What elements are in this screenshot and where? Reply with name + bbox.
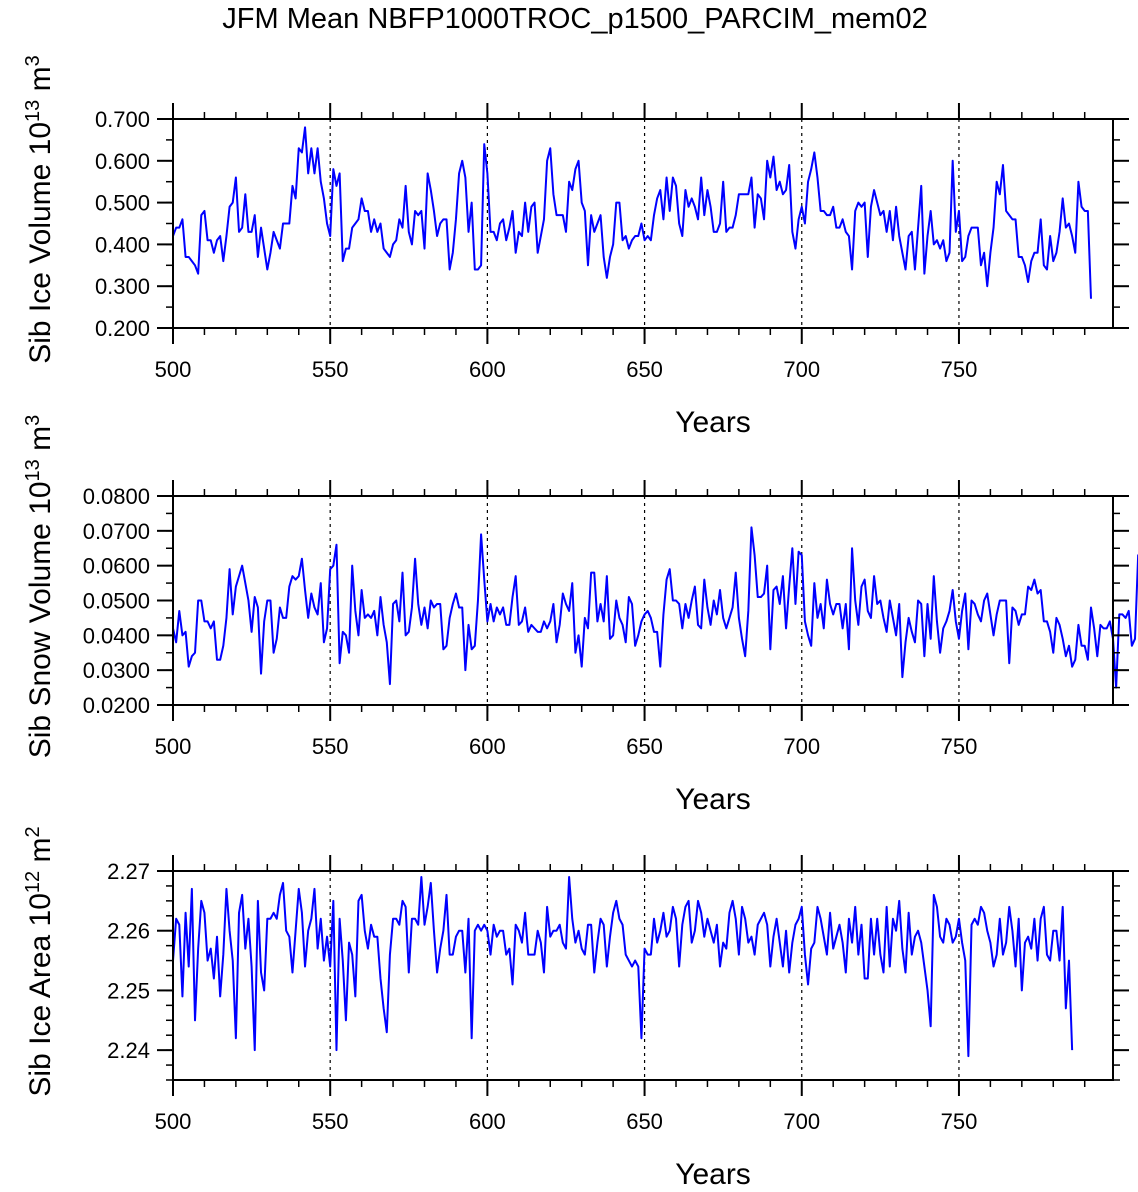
x-tick-label: 650 xyxy=(626,1109,663,1134)
chart-panel-sib-snow-volume: 500 550 600 650 700 750 0.0200 0.0300 0.0400 0.05… xyxy=(22,415,1138,816)
x-tick-label: 600 xyxy=(469,357,506,382)
x-tick-label: 750 xyxy=(941,1109,978,1134)
x-tick-label: 700 xyxy=(783,357,820,382)
y-tick-label: 2.24 xyxy=(107,1038,150,1063)
x-tick-label: 750 xyxy=(941,734,978,759)
x-axis-title: Years xyxy=(675,783,751,816)
x-tick-label: 600 xyxy=(469,734,506,759)
plot-frame xyxy=(172,118,1114,329)
y-tick-label: 0.0700 xyxy=(83,519,150,544)
y-tick-label: 2.26 xyxy=(107,919,150,944)
y-tick-label: 0.600 xyxy=(95,149,150,174)
x-tick-label: 500 xyxy=(155,357,192,382)
x-tick-label: 500 xyxy=(155,734,192,759)
y-tick-label: 2.27 xyxy=(107,859,150,884)
figure-title: JFM Mean NBFP1000TROC_p1500_PARCIM_mem02 xyxy=(222,3,927,35)
y-tick-label: 0.300 xyxy=(95,274,150,299)
y-tick-label: 2.25 xyxy=(107,978,150,1003)
y-tick-label: 0.0400 xyxy=(83,623,150,648)
x-tick-label: 750 xyxy=(941,357,978,382)
x-tick-label: 600 xyxy=(469,1109,506,1134)
data-series-line xyxy=(172,526,1138,689)
data-series-line xyxy=(172,875,1074,1058)
y-axis-title: Sib Snow Volume 1013 m3 xyxy=(22,415,57,759)
chart-panel-sib-ice-area: 500 550 600 650 700 750 2.24 2.25 2.26 2.27 Years S… xyxy=(22,826,1129,1191)
y-tick-label: 0.700 xyxy=(95,107,150,132)
y-tick-label: 0.200 xyxy=(95,316,150,341)
x-tick-label: 700 xyxy=(783,1109,820,1134)
y-axis-title: Sib Ice Volume 1013 m3 xyxy=(22,55,57,364)
y-tick-label: 0.0300 xyxy=(83,658,150,683)
data-series-line xyxy=(172,126,1092,299)
y-tick-label: 0.0500 xyxy=(83,589,150,614)
x-axis-title: Years xyxy=(675,1158,751,1191)
x-tick-label: 650 xyxy=(626,357,663,382)
chart-panel-sib-ice-volume: 500 550 600 650 700 750 0.200 0.300 0.400 0.500 0.… xyxy=(22,55,1129,439)
x-tick-label: 650 xyxy=(626,734,663,759)
y-axis-title: Sib Ice Area 1012 m2 xyxy=(22,826,57,1096)
y-tick-label: 0.0200 xyxy=(83,693,150,718)
x-tick-label: 500 xyxy=(155,1109,192,1134)
y-tick-label: 0.0600 xyxy=(83,554,150,579)
y-tick-label: 0.0800 xyxy=(83,484,150,509)
x-tick-label: 550 xyxy=(312,734,349,759)
x-tick-label: 550 xyxy=(312,357,349,382)
x-tick-label: 700 xyxy=(783,734,820,759)
x-tick-label: 550 xyxy=(312,1109,349,1134)
y-tick-label: 0.400 xyxy=(95,232,150,257)
x-axis-title: Years xyxy=(675,406,751,439)
y-tick-label: 0.500 xyxy=(95,191,150,216)
